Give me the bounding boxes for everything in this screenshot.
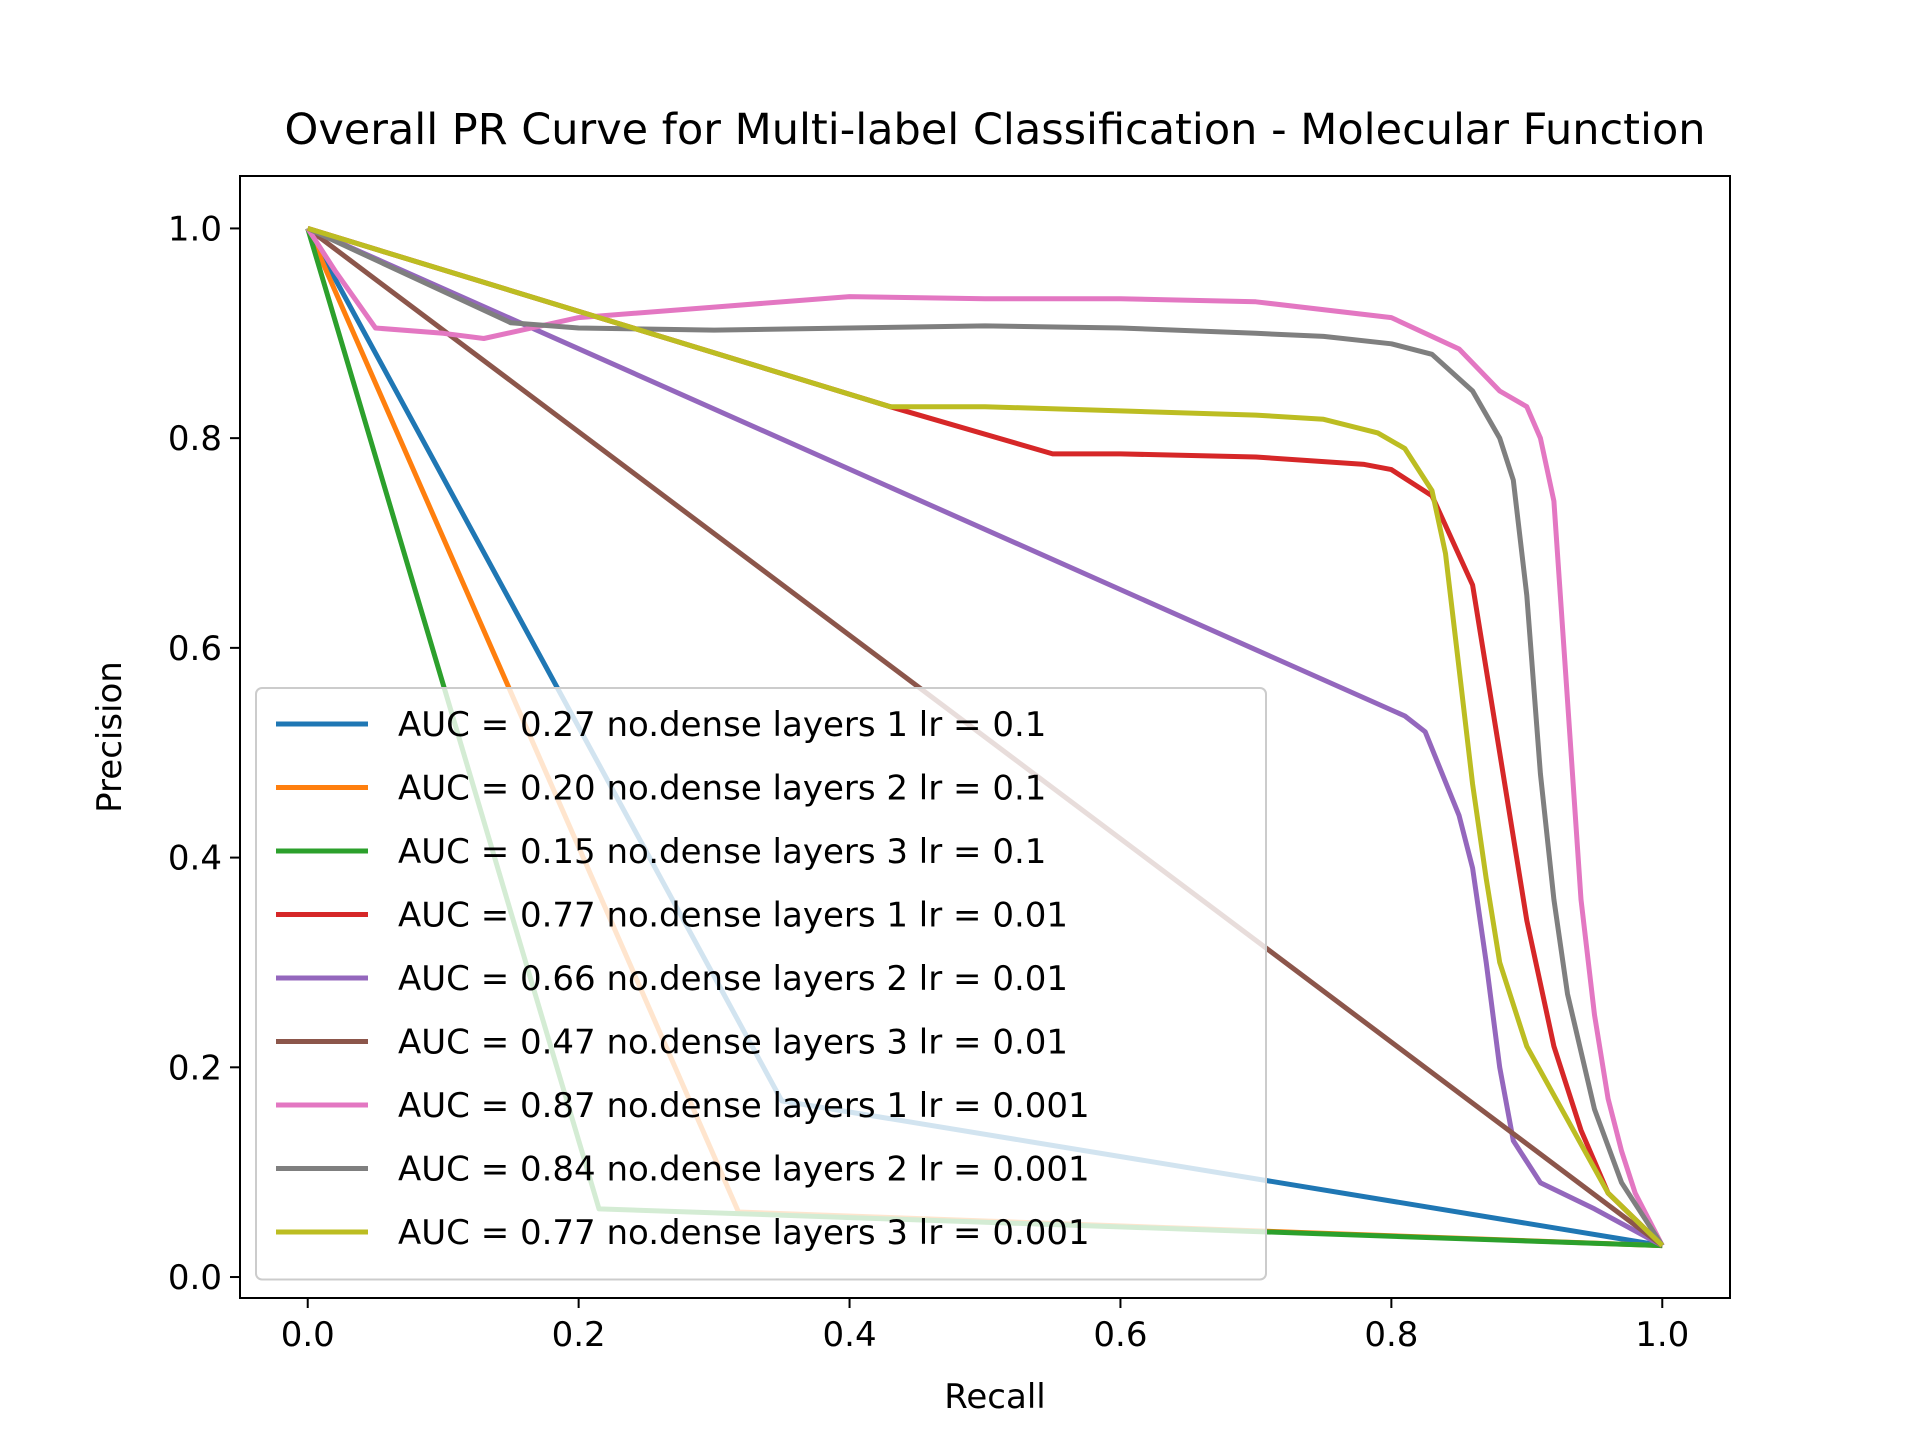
y-tick-label: 0.0: [168, 1258, 222, 1298]
x-tick-label: 0.2: [552, 1315, 606, 1355]
x-tick-label: 0.8: [1364, 1315, 1418, 1355]
legend-label-8: AUC = 0.84 no.dense layers 2 lr = 0.001: [398, 1150, 1090, 1190]
x-tick-label: 0.4: [823, 1315, 877, 1355]
x-axis-ticks: 0.0 0.2 0.4 0.6 0.8 1.0: [281, 1298, 1689, 1355]
legend-label-1: AUC = 0.27 no.dense layers 1 lr = 0.1: [398, 705, 1046, 745]
legend-label-4: AUC = 0.77 no.dense layers 1 lr = 0.01: [398, 896, 1068, 936]
y-axis-ticks: 0.0 0.2 0.4 0.6 0.8 1.0: [168, 209, 240, 1298]
y-tick-label: 0.6: [168, 629, 222, 669]
x-axis-label: Recall: [944, 1377, 1045, 1417]
legend-label-6: AUC = 0.47 no.dense layers 3 lr = 0.01: [398, 1023, 1068, 1063]
y-tick-label: 0.8: [168, 419, 222, 459]
y-tick-label: 1.0: [168, 209, 222, 249]
legend-label-5: AUC = 0.66 no.dense layers 2 lr = 0.01: [398, 959, 1068, 999]
legend-label-2: AUC = 0.20 no.dense layers 2 lr = 0.1: [398, 769, 1046, 809]
legend-label-7: AUC = 0.87 no.dense layers 1 lr = 0.001: [398, 1086, 1090, 1126]
legend: AUC = 0.27 no.dense layers 1 lr = 0.1 AUC…: [255, 687, 1267, 1281]
plot-area-frame: [239, 175, 1731, 1299]
legend-label-9: AUC = 0.77 no.dense layers 3 lr = 0.001: [398, 1213, 1090, 1253]
chart-title: Overall PR Curve for Multi-label Classif…: [284, 105, 1705, 155]
y-tick-label: 0.2: [168, 1048, 222, 1088]
x-tick-label: 0.6: [1093, 1315, 1147, 1355]
legend-box: [255, 687, 1267, 1281]
series-line-8: [306, 226, 1665, 1247]
y-tick-label: 0.4: [168, 839, 222, 879]
series-line-7: [305, 227, 1665, 1247]
y-axis-label: Precision: [90, 661, 130, 813]
x-tick-label: 0.0: [281, 1315, 335, 1355]
x-tick-label: 1.0: [1635, 1315, 1689, 1355]
series-line-9: [306, 226, 1665, 1248]
series-line-5: [306, 226, 1664, 1248]
legend-label-3: AUC = 0.15 no.dense layers 3 lr = 0.1: [398, 832, 1046, 872]
